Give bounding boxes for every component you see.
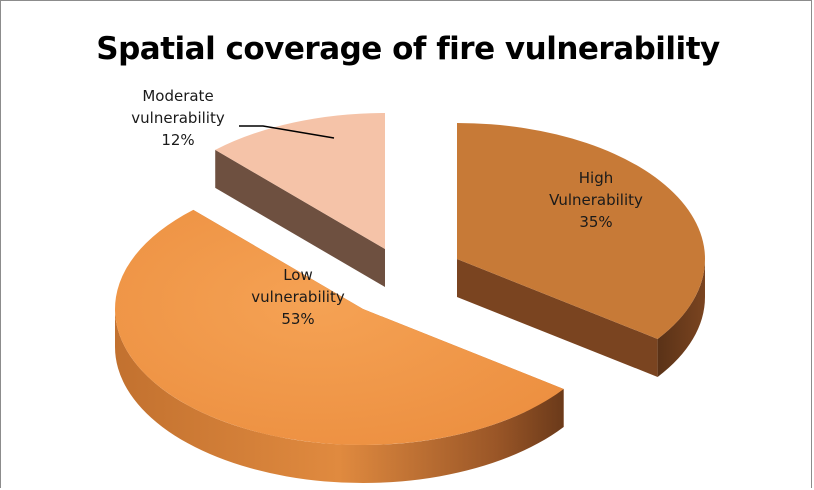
chart-title: Spatial coverage of fire vulnerability [96, 31, 720, 67]
label-high: High Vulnerability 35% [536, 167, 656, 233]
slice-cut-face [215, 149, 385, 287]
label-low: Low vulnerability 53% [238, 264, 358, 330]
moderate-leader-line [239, 125, 335, 139]
slice-low-vulnerability [115, 209, 564, 483]
label-moderate-line1: Moderate [142, 87, 214, 105]
slice-outer-side [657, 259, 705, 377]
slice-top-face [457, 123, 705, 339]
slice-moderate-vulnerability [215, 113, 385, 287]
slice-top-face [115, 209, 564, 445]
label-moderate-line2: vulnerability [131, 109, 225, 127]
label-low-value: 53% [281, 310, 315, 328]
slice-cut-face [457, 259, 658, 377]
label-low-line1: Low [283, 266, 313, 284]
label-low-line2: vulnerability [251, 288, 345, 306]
slice-top-face [215, 113, 385, 249]
label-high-line2: Vulnerability [549, 191, 643, 209]
label-moderate-value: 12% [161, 131, 195, 149]
slice-outer-side [115, 309, 564, 483]
label-high-value: 35% [579, 213, 613, 231]
slice-high-vulnerability [457, 123, 705, 377]
label-moderate: Moderate vulnerability 12% [117, 85, 239, 151]
label-high-line1: High [578, 169, 614, 187]
